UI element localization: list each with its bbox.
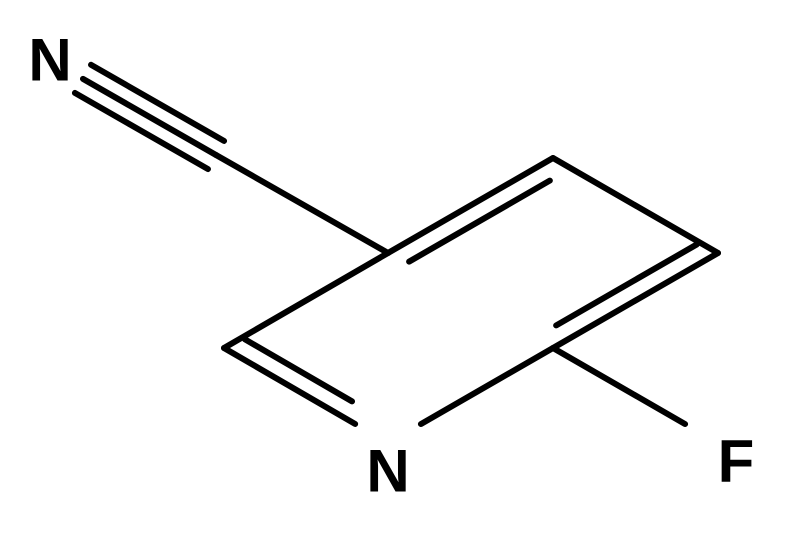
atom-label-N_nitrile: N bbox=[28, 26, 71, 95]
bond-line bbox=[75, 93, 208, 169]
bond-line bbox=[409, 181, 550, 262]
bond-line bbox=[388, 158, 553, 253]
bond-line bbox=[216, 155, 388, 253]
bond-line bbox=[224, 348, 355, 424]
bond-line bbox=[553, 348, 685, 424]
bond-line bbox=[83, 79, 216, 155]
bond-line bbox=[556, 244, 697, 325]
bond-line bbox=[224, 253, 388, 348]
atom-label-N_ring: N bbox=[366, 437, 409, 506]
atom-label-F: F bbox=[718, 427, 755, 496]
bond-line bbox=[91, 65, 224, 141]
bond-line bbox=[421, 348, 553, 424]
bond-line bbox=[553, 253, 718, 348]
bond-line bbox=[553, 158, 718, 253]
